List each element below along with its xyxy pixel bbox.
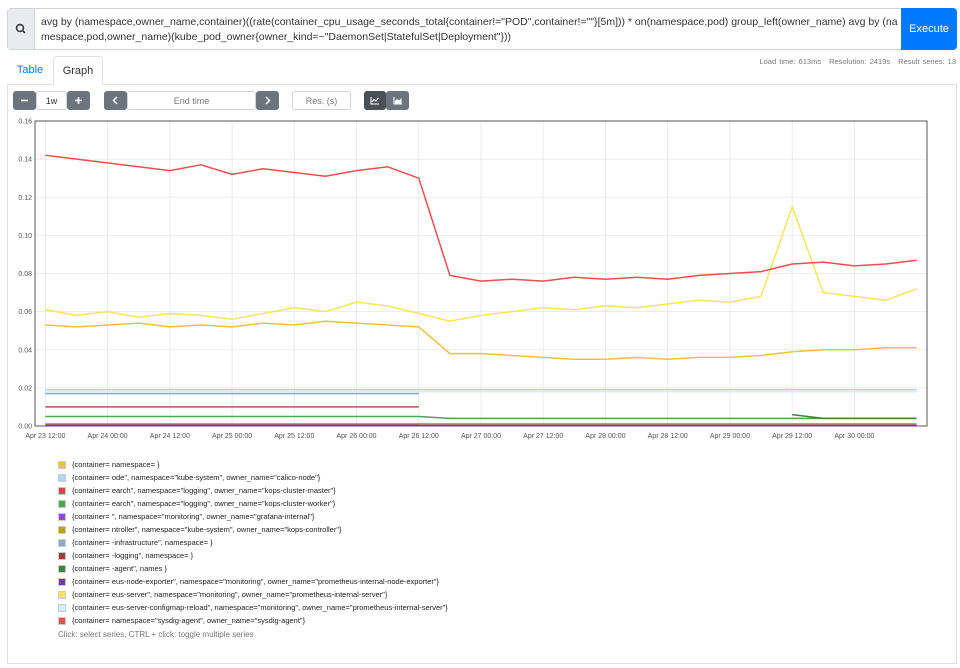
legend-swatch xyxy=(58,499,66,508)
legend-swatch xyxy=(58,460,66,469)
y-tick-label: 0.16 xyxy=(18,119,32,126)
y-tick-label: 0.12 xyxy=(18,195,32,202)
legend-item[interactable]: {container= ntroller", namespace="kube-s… xyxy=(58,523,448,536)
x-tick-label: Apr 24 12:00 xyxy=(150,433,190,440)
y-tick-label: 0.14 xyxy=(18,157,32,164)
legend-swatch xyxy=(58,564,66,573)
legend-label: {container= earch", namespace="logging",… xyxy=(72,499,336,508)
x-tick-label: Apr 30 00:00 xyxy=(834,433,874,440)
chart: 0.00 0.02 0.04 0.06 0.08 0.10 0.12 0.14 0.16 Apr … xyxy=(18,119,928,440)
legend-item[interactable]: {container= ode", namespace="kube-system… xyxy=(58,471,448,484)
x-tick-label: Apr 25 00:00 xyxy=(212,433,252,440)
x-tick-label: Apr 29 00:00 xyxy=(710,433,750,440)
legend-item[interactable]: {container= -infrastructure", namespace=… xyxy=(58,536,448,549)
x-tick-label: Apr 28 00:00 xyxy=(585,433,625,440)
series-line xyxy=(45,206,917,322)
end-time-back[interactable] xyxy=(104,91,127,110)
legend-swatch xyxy=(58,603,66,612)
range-input[interactable]: 1w xyxy=(36,91,67,110)
range-plus[interactable] xyxy=(67,91,90,110)
legend-swatch xyxy=(58,512,66,521)
y-tick-label: 0.02 xyxy=(18,385,32,392)
legend: {container= namespace= } {container= ode"… xyxy=(58,458,448,627)
x-tick-label: Apr 27 12:00 xyxy=(523,433,563,440)
legend-hint: Click: select series, CTRL + click: togg… xyxy=(58,630,254,639)
series-line xyxy=(792,413,917,420)
legend-swatch xyxy=(58,577,66,586)
x-tick-label: Apr 26 12:00 xyxy=(399,433,439,440)
legend-label: {container= ", namespace="monitoring", o… xyxy=(72,512,315,521)
result-series: Result series: 13 xyxy=(898,57,956,66)
tab-graph[interactable]: Graph xyxy=(53,56,103,85)
resolution-input[interactable]: Res. (s) xyxy=(292,91,351,110)
legend-label: {container= -infrastructure", namespace=… xyxy=(72,538,213,547)
x-tick-label: Apr 23 12:00 xyxy=(25,433,65,440)
end-time-input[interactable]: End time xyxy=(127,91,256,110)
execute-button[interactable]: Execute xyxy=(901,8,957,50)
legend-swatch xyxy=(58,486,66,495)
legend-item[interactable]: {container= -agent", names } xyxy=(58,562,448,575)
tab-table[interactable]: Table xyxy=(16,64,44,76)
x-tick-label: Apr 27 00:00 xyxy=(461,433,501,440)
legend-label: {container= -logging", namespace= } xyxy=(72,551,194,560)
legend-swatch xyxy=(58,616,66,625)
legend-label: {container= namespace="sysdig-agent", ow… xyxy=(72,616,306,625)
legend-swatch xyxy=(58,538,66,547)
legend-swatch xyxy=(58,590,66,599)
load-time: Load time: 613ms xyxy=(759,57,822,66)
legend-swatch xyxy=(58,551,66,560)
query-input[interactable]: avg by (namespace,owner_name,container)(… xyxy=(41,16,898,43)
legend-item[interactable]: {container= namespace= } xyxy=(58,458,448,471)
legend-label: {container= eus-server-configmap-reload"… xyxy=(72,603,448,612)
stats: Load time: 613ms Resolution: 2419s Result … xyxy=(751,57,956,66)
legend-item[interactable]: {container= -logging", namespace= } xyxy=(58,549,448,562)
x-tick-label: Apr 28 12:00 xyxy=(648,433,688,440)
query-bar: avg by (namespace,owner_name,container)(… xyxy=(7,8,957,50)
x-tick-label: Apr 29 12:00 xyxy=(772,433,812,440)
resolution: Resolution: 2419s xyxy=(829,57,891,66)
range-minus[interactable] xyxy=(13,91,36,110)
legend-label: {container= -agent", names } xyxy=(72,564,168,573)
y-tick-label: 0.00 xyxy=(18,424,32,431)
y-tick-label: 0.04 xyxy=(18,347,32,354)
legend-item[interactable]: {container= eus-node-exporter", namespac… xyxy=(58,575,448,588)
stacked-toggle-on[interactable] xyxy=(386,91,409,110)
y-tick-label: 0.06 xyxy=(18,309,32,316)
stacked-toggle-off[interactable] xyxy=(364,91,386,110)
legend-swatch xyxy=(58,525,66,534)
series-line xyxy=(45,320,917,361)
legend-label: {container= earch", namespace="logging",… xyxy=(72,486,336,495)
x-tick-label: Apr 25 12:00 xyxy=(274,433,314,440)
x-tick-label: Apr 26 00:00 xyxy=(336,433,376,440)
legend-item[interactable]: {container= eus-server-configmap-reload"… xyxy=(58,601,448,614)
series-line xyxy=(45,154,917,282)
x-tick-label: Apr 24 00:00 xyxy=(88,433,128,440)
legend-label: {container= eus-server", namespace="moni… xyxy=(72,590,388,599)
legend-swatch xyxy=(58,473,66,482)
series-line xyxy=(45,415,917,420)
legend-label: {container= eus-node-exporter", namespac… xyxy=(72,577,440,586)
y-tick-label: 0.08 xyxy=(18,271,32,278)
legend-item[interactable]: {container= ", namespace="monitoring", o… xyxy=(58,510,448,523)
y-tick-label: 0.10 xyxy=(18,233,32,240)
search-icon xyxy=(8,9,35,49)
legend-item[interactable]: {container= eus-server", namespace="moni… xyxy=(58,588,448,601)
graph-panel xyxy=(7,84,957,664)
legend-label: {container= ntroller", namespace="kube-s… xyxy=(72,525,342,534)
end-time-forward[interactable] xyxy=(256,91,279,110)
legend-label: {container= namespace= } xyxy=(72,460,160,469)
legend-label: {container= ode", namespace="kube-system… xyxy=(72,473,321,482)
legend-item[interactable]: {container= earch", namespace="logging",… xyxy=(58,484,448,497)
legend-item[interactable]: {container= namespace="sysdig-agent", ow… xyxy=(58,614,448,627)
legend-item[interactable]: {container= earch", namespace="logging",… xyxy=(58,497,448,510)
